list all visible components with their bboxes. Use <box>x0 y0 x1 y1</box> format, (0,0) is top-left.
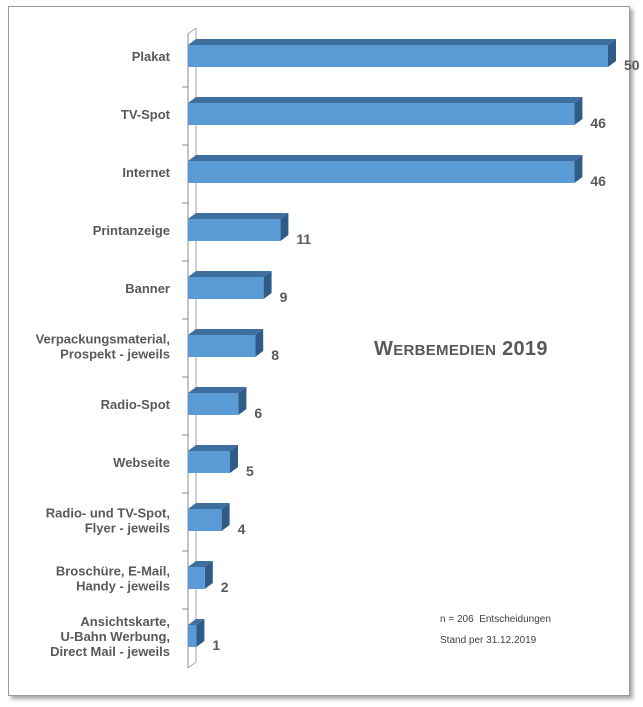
bar-top-face <box>188 561 213 567</box>
bar <box>188 509 222 531</box>
value-label: 4 <box>238 521 246 537</box>
bar-side-face <box>608 39 616 67</box>
bar-side-face <box>196 619 205 647</box>
bar <box>188 161 575 183</box>
bar <box>188 625 197 647</box>
category-label: Ansichtskarte, U-Bahn Werbung, Direct Mail… <box>50 614 170 659</box>
category-label: TV-Spot <box>121 107 171 122</box>
bar-side-face <box>221 503 230 531</box>
category-label-line: Flyer - jeweils <box>85 521 170 536</box>
category-label: Radio-Spot <box>101 397 171 412</box>
category-label-line: Internet <box>122 165 170 180</box>
bar <box>188 277 264 299</box>
category-label-line: Direct Mail - jeweils <box>50 644 170 659</box>
sample-note: n = 206 Entscheidungen <box>440 614 551 625</box>
bar <box>188 103 575 125</box>
bar <box>188 219 281 241</box>
bar-top-face <box>188 213 289 219</box>
value-label: 50 <box>624 57 640 73</box>
category-label-line: Ansichtskarte, <box>80 614 170 629</box>
category-label: Plakat <box>132 49 171 64</box>
bar-side-face <box>255 329 264 357</box>
bar-top-face <box>188 619 205 625</box>
bar <box>188 45 608 67</box>
bar <box>188 335 256 357</box>
bar-side-face <box>574 155 583 183</box>
category-label: Printanzeige <box>93 223 170 238</box>
category-label-line: Banner <box>125 281 170 296</box>
bar-side-face <box>263 271 272 299</box>
value-label: 9 <box>280 289 288 305</box>
value-label: 46 <box>590 115 606 131</box>
value-label: 8 <box>271 347 279 363</box>
bar-side-face <box>204 561 213 589</box>
category-label-line: Radio-Spot <box>101 397 171 412</box>
category-label-line: U-Bahn Werbung, <box>60 629 170 644</box>
bar-side-face <box>230 445 238 473</box>
category-label-line: Verpackungsmaterial, <box>36 332 170 347</box>
category-label: Verpackungsmaterial, Prospekt - jeweils <box>36 332 170 362</box>
category-label-line: Printanzeige <box>93 223 170 238</box>
axis-top-edge <box>187 27 197 35</box>
bar-top-face <box>188 97 583 103</box>
bar-side-face <box>238 387 247 415</box>
category-label-line: Prospekt - jeweils <box>60 347 170 362</box>
category-label-line: Webseite <box>113 455 170 470</box>
category-label: Broschüre, E-Mail, Handy - jeweils <box>56 564 170 594</box>
bar <box>188 451 230 473</box>
category-label-line: Broschüre, E-Mail, <box>56 564 170 579</box>
value-label: 5 <box>246 463 254 479</box>
value-label: 2 <box>221 579 229 595</box>
bar-top-face <box>188 445 238 451</box>
category-label: Radio- und TV-Spot, Flyer - jeweils <box>46 506 170 536</box>
value-label: 46 <box>590 173 606 189</box>
value-label: 11 <box>296 231 311 247</box>
value-label: 1 <box>212 637 220 653</box>
bar-top-face <box>188 155 583 161</box>
bar-top-face <box>188 387 247 393</box>
bar-side-face <box>574 97 583 125</box>
bar-side-face <box>280 213 289 241</box>
category-label-line: TV-Spot <box>121 107 171 122</box>
bar-top-face <box>188 329 264 335</box>
category-label-line: Plakat <box>132 49 171 64</box>
category-label: Internet <box>122 165 170 180</box>
chart-title: WERBEMEDIEN 2019 <box>374 338 548 360</box>
category-label: Webseite <box>113 455 170 470</box>
bar-top-face <box>188 39 616 45</box>
category-label: Banner <box>125 281 170 296</box>
bar-top-face <box>188 503 230 509</box>
axis-bottom-edge <box>187 661 197 669</box>
category-label-line: Radio- und TV-Spot, <box>46 506 170 521</box>
bar <box>188 393 239 415</box>
bar <box>188 567 205 589</box>
value-label: 6 <box>254 405 262 421</box>
date-note: Stand per 31.12.2019 <box>440 635 537 646</box>
category-label-line: Handy - jeweils <box>76 579 170 594</box>
bar-top-face <box>188 271 272 277</box>
